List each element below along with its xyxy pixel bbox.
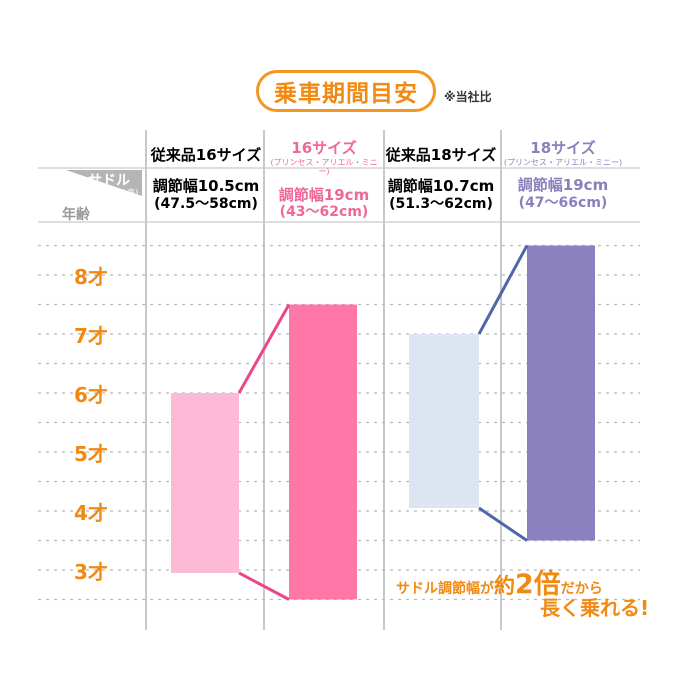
annotation-line1: サドル調節幅が約2倍だから	[396, 562, 603, 601]
column-header-2: 16サイズ (プリンセス・アリエル・ミニー) 調節幅19cm (43〜62cm)	[266, 139, 382, 220]
annotation-part3: 2倍	[515, 569, 561, 600]
column-header-4: 18サイズ (プリンセス・アリエル・ミニー) 調節幅19cm (47〜66cm)	[501, 139, 625, 211]
y-tick-label: 4才	[74, 501, 108, 525]
page-title: 乗車期間目安	[256, 70, 436, 112]
corner-saddle-sub-label: (サドル高)	[100, 188, 139, 197]
column-name: 従来品18サイズ	[385, 146, 497, 164]
column-adjust: 調節幅19cm	[517, 176, 609, 195]
column-adjust: 調節幅10.5cm	[152, 177, 260, 196]
column-range: (43〜62cm)	[279, 203, 369, 220]
y-tick-label: 7才	[74, 324, 108, 348]
column-adjust: 調節幅10.7cm	[387, 177, 495, 196]
corner-triangle	[66, 170, 142, 196]
range-bar	[527, 245, 595, 541]
annotation-part4: だから	[560, 581, 603, 597]
connector-line	[237, 303, 291, 394]
y-tick-label: 6才	[74, 383, 108, 407]
column-range: (47〜66cm)	[518, 194, 608, 211]
column-range: (51.3〜62cm)	[389, 195, 493, 212]
column-header-1: 従来品16サイズ 調節幅10.5cm (47.5〜58cm)	[148, 146, 264, 212]
column-range: (47.5〜58cm)	[154, 195, 258, 212]
column-name: 16サイズ	[291, 139, 357, 157]
connector-line	[478, 506, 528, 542]
range-bar	[171, 393, 239, 573]
corner-saddle-label: サドル	[88, 173, 130, 189]
column-sub: (プリンセス・アリエル・ミニー)	[503, 158, 623, 168]
annotation-line2: 長く乗れる!	[540, 596, 650, 620]
corner-age-label: 年齢	[62, 207, 90, 223]
column-adjust: 調節幅19cm	[278, 185, 370, 204]
column-sub: (プリンセス・アリエル・ミニー)	[270, 158, 378, 177]
range-bar	[289, 304, 357, 600]
annotation-part1: サドル調節幅が	[396, 581, 494, 597]
column-name: 18サイズ	[530, 139, 596, 157]
column-name: 従来品16サイズ	[150, 146, 262, 164]
title-note: ※当社比	[444, 90, 492, 104]
connector-line	[238, 571, 290, 601]
connector-line	[477, 244, 529, 335]
y-tick-label: 3才	[74, 560, 108, 584]
y-tick-label: 5才	[74, 442, 108, 466]
annotation-part2: 約	[494, 574, 515, 598]
y-tick-label: 8才	[74, 265, 108, 289]
column-header-3: 従来品18サイズ 調節幅10.7cm (51.3〜62cm)	[383, 146, 499, 212]
range-bar	[409, 334, 479, 509]
